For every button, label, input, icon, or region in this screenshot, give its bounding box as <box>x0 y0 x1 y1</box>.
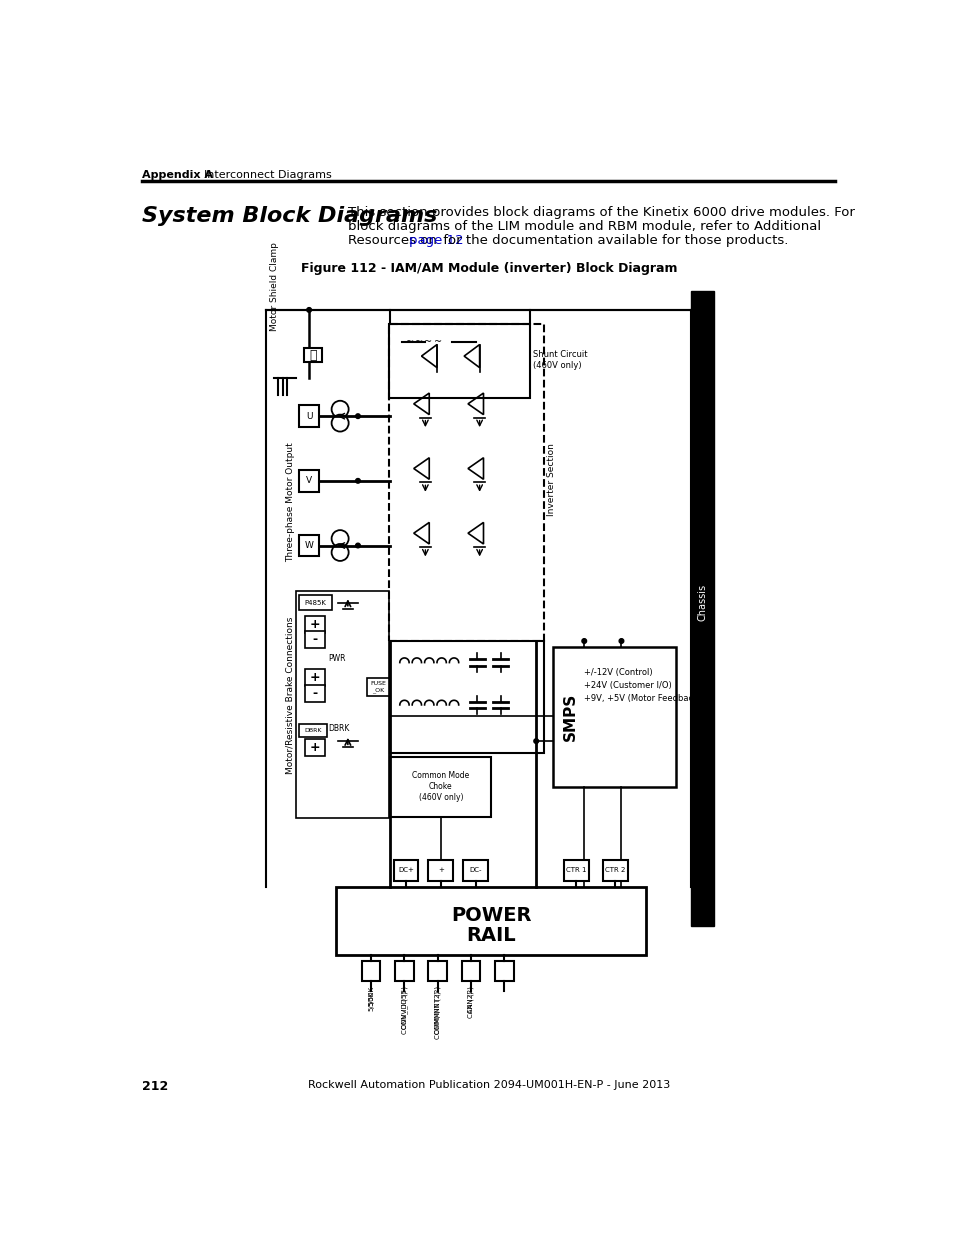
Text: Appendix A: Appendix A <box>142 169 213 180</box>
Text: CAN (2): CAN (2) <box>467 992 474 1018</box>
Text: +: + <box>310 618 320 631</box>
Bar <box>602 860 627 882</box>
Text: CONV_ID (5): CONV_ID (5) <box>400 986 407 1029</box>
Bar <box>298 471 319 492</box>
Text: CAN (2): CAN (2) <box>467 986 474 1013</box>
Text: ⏚: ⏚ <box>309 348 316 362</box>
Text: -: - <box>313 687 317 700</box>
Bar <box>390 641 543 752</box>
Text: POWER: POWER <box>451 906 531 925</box>
Text: Three-phase Motor Output: Three-phase Motor Output <box>286 442 294 562</box>
Text: +/-12V (Control): +/-12V (Control) <box>583 668 652 677</box>
Bar <box>335 888 645 955</box>
Text: Inverter Section: Inverter Section <box>546 443 556 516</box>
Text: +24V (Customer I/O): +24V (Customer I/O) <box>583 680 671 690</box>
Text: block diagrams of the LIM module and RBM module, refer to Additional: block diagrams of the LIM module and RBM… <box>348 220 821 233</box>
Text: 212: 212 <box>142 1079 169 1093</box>
Text: Motor Shield Clamp: Motor Shield Clamp <box>270 242 279 331</box>
Text: Interconnect Diagrams: Interconnect Diagrams <box>204 169 332 180</box>
Bar <box>305 669 325 687</box>
Text: W: W <box>304 541 314 550</box>
Text: V: V <box>306 477 312 485</box>
Circle shape <box>332 530 348 547</box>
Bar <box>691 290 714 926</box>
Circle shape <box>332 415 348 431</box>
Circle shape <box>307 308 311 312</box>
Circle shape <box>332 401 348 417</box>
Circle shape <box>332 543 348 561</box>
Text: FUSE
_OK: FUSE _OK <box>370 682 386 693</box>
Text: COMM/INT (2): COMM/INT (2) <box>434 992 440 1040</box>
Text: page 12: page 12 <box>409 233 463 247</box>
Text: DC-: DC- <box>469 867 481 873</box>
Circle shape <box>355 543 360 548</box>
Text: P485K: P485K <box>304 599 326 605</box>
Text: CONV_ID (5): CONV_ID (5) <box>400 992 407 1035</box>
Text: -: - <box>313 634 317 646</box>
Circle shape <box>355 414 360 419</box>
Text: Resources on: Resources on <box>348 233 440 247</box>
Text: Shunt Circuit
(460V only): Shunt Circuit (460V only) <box>533 350 587 370</box>
Circle shape <box>618 638 623 643</box>
Bar <box>389 324 530 399</box>
Text: DC+: DC+ <box>397 867 414 873</box>
Bar <box>305 739 325 756</box>
Bar <box>428 860 453 882</box>
Text: DBRK: DBRK <box>304 727 321 732</box>
Bar <box>298 595 332 610</box>
Bar <box>298 405 319 427</box>
Text: ~: ~ <box>434 337 441 347</box>
Text: +: + <box>310 672 320 684</box>
Bar <box>367 678 389 697</box>
Text: CTR 1: CTR 1 <box>566 867 586 873</box>
Text: for the documentation available for those products.: for the documentation available for thos… <box>438 233 787 247</box>
Bar <box>303 348 322 362</box>
Bar <box>461 961 480 982</box>
Text: System Block Diagrams: System Block Diagrams <box>142 206 437 226</box>
Circle shape <box>581 638 586 643</box>
Text: Common Mode
Choke
(460V only): Common Mode Choke (460V only) <box>412 771 469 802</box>
Text: ~: ~ <box>415 337 423 347</box>
Text: PWR: PWR <box>328 655 346 663</box>
Text: +: + <box>310 741 320 753</box>
Bar <box>428 961 447 982</box>
Bar <box>495 961 513 982</box>
Text: 5/50K: 5/50K <box>368 992 374 1011</box>
Bar <box>361 961 380 982</box>
Text: SMPS: SMPS <box>562 693 577 741</box>
Bar <box>305 631 325 648</box>
Text: DBRK: DBRK <box>328 724 350 732</box>
Text: CTR 2: CTR 2 <box>604 867 625 873</box>
Text: ~: ~ <box>405 337 414 347</box>
Text: 5/50K: 5/50K <box>368 986 374 1007</box>
Text: +9V, +5V (Motor Feedback): +9V, +5V (Motor Feedback) <box>583 694 700 703</box>
Bar <box>305 615 325 632</box>
Circle shape <box>355 478 360 483</box>
Bar <box>298 535 319 556</box>
Text: This section provides block diagrams of the Kinetix 6000 drive modules. For: This section provides block diagrams of … <box>348 206 854 219</box>
Bar <box>553 647 675 787</box>
Text: +: + <box>437 867 443 873</box>
Text: Motor/Resistive Brake Connections: Motor/Resistive Brake Connections <box>286 616 294 773</box>
Bar <box>394 860 418 882</box>
Text: Figure 112 - IAM/AM Module (inverter) Block Diagram: Figure 112 - IAM/AM Module (inverter) Bl… <box>300 262 677 275</box>
Text: U: U <box>306 411 312 421</box>
Bar <box>305 685 325 701</box>
Circle shape <box>534 739 537 743</box>
Bar <box>563 860 588 882</box>
Bar <box>395 961 414 982</box>
Text: COMM/INT (2): COMM/INT (2) <box>434 986 440 1034</box>
Text: Rockwell Automation Publication 2094-UM001H-EN-P - June 2013: Rockwell Automation Publication 2094-UM0… <box>308 1079 669 1091</box>
Text: ~: ~ <box>424 337 432 347</box>
Bar <box>298 724 327 737</box>
Bar <box>295 592 389 818</box>
Bar <box>389 324 543 641</box>
Text: Chassis: Chassis <box>697 584 707 621</box>
Bar <box>390 757 491 816</box>
Text: RAIL: RAIL <box>466 926 516 945</box>
Bar <box>463 860 488 882</box>
